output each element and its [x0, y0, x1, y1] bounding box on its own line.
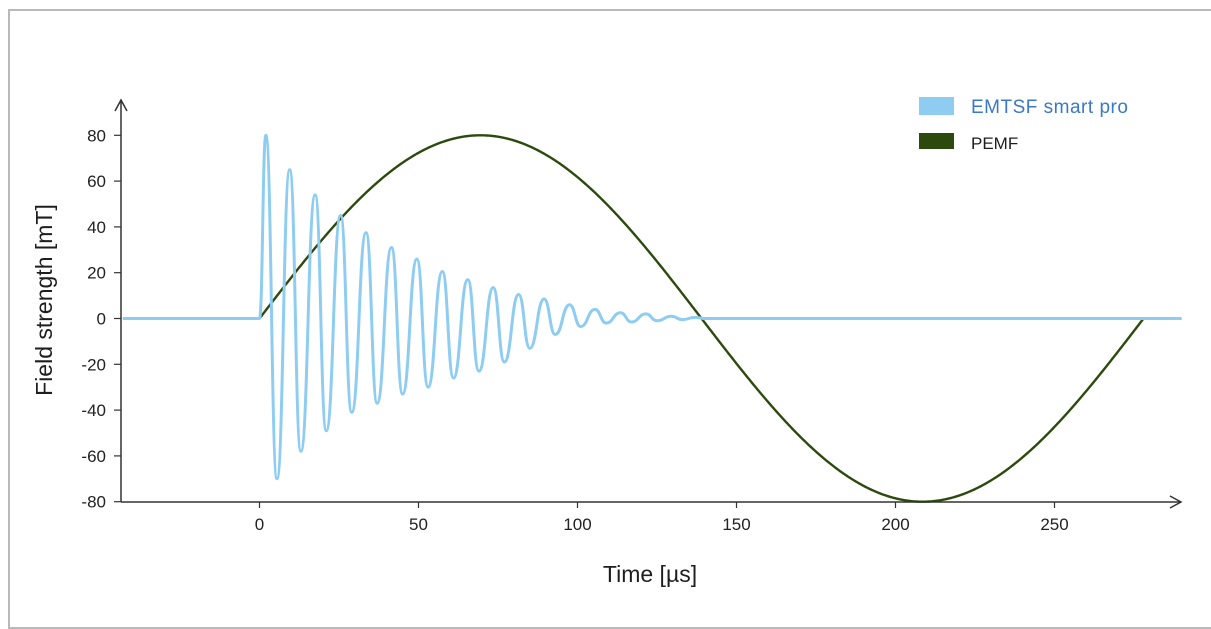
axes: [114, 98, 1183, 509]
plot-lines: [122, 133, 1182, 503]
y-tick-label: -40: [81, 401, 106, 420]
legend-label-emtsf: EMTSF smart pro: [971, 97, 1128, 118]
y-axis-title: Field strength [mT]: [31, 204, 57, 396]
y-tick-label: -80: [81, 493, 106, 512]
y-tick-label: 80: [87, 126, 106, 145]
x-tick-label: 50: [409, 515, 428, 534]
emtsf-line: [122, 133, 1182, 481]
y-tick-label: 40: [87, 218, 106, 237]
x-axis-title: Time [µs]: [603, 561, 697, 587]
y-tick-label: -20: [81, 355, 106, 374]
legend-label-pemf: PEMF: [971, 134, 1018, 153]
y-tick-label: -60: [81, 447, 106, 466]
legend-swatch-pemf: [919, 133, 954, 149]
y-tick-label: 20: [87, 264, 106, 283]
y-tick-label: 60: [87, 172, 106, 191]
y-tick-label: 0: [97, 310, 106, 329]
x-tick-label: 200: [881, 515, 909, 534]
legend-swatch-emtsf: [919, 97, 954, 115]
x-tick-label: 100: [563, 515, 591, 534]
x-tick-label: 250: [1040, 515, 1068, 534]
y-axis-arrow-icon: [114, 98, 128, 112]
x-tick-label: 150: [722, 515, 750, 534]
legend: EMTSF smart pro PEMF: [919, 97, 1128, 153]
x-tick-label: 0: [255, 515, 264, 534]
x-axis-arrow-icon: [1169, 495, 1183, 509]
pemf-line: [258, 134, 1145, 503]
